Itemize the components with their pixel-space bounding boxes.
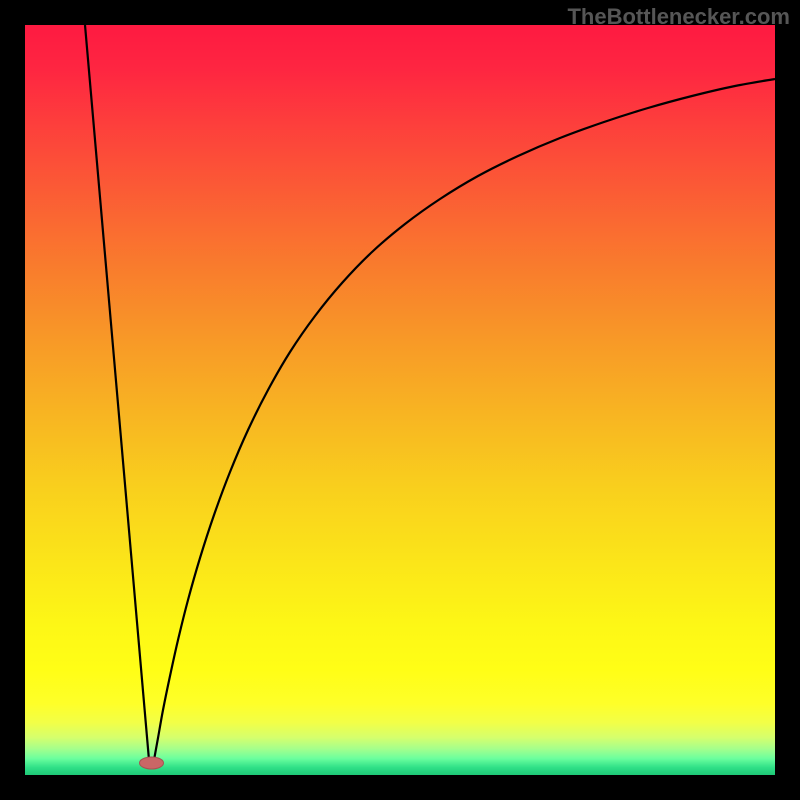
gradient-background [25,25,775,775]
watermark-text: TheBottlenecker.com [567,4,790,30]
border-right [775,0,800,800]
chart-container: TheBottlenecker.com [0,0,800,800]
minimum-marker [140,757,164,769]
border-bottom [0,775,800,800]
chart-svg [0,0,800,800]
border-left [0,0,25,800]
